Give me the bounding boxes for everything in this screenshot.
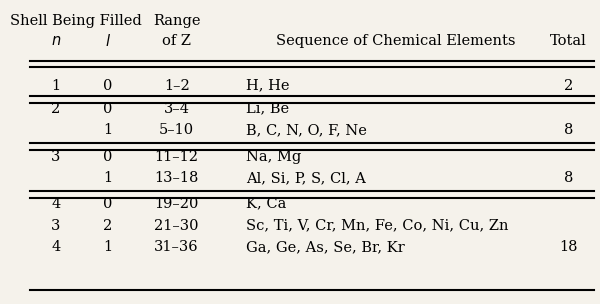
Text: 2: 2 — [563, 79, 573, 93]
Text: Na, Mg: Na, Mg — [246, 150, 301, 164]
Text: 3: 3 — [51, 219, 61, 233]
Text: 13–18: 13–18 — [154, 171, 199, 185]
Text: Ga, Ge, As, Se, Br, Kr: Ga, Ge, As, Se, Br, Kr — [246, 240, 404, 254]
Text: 1: 1 — [103, 240, 112, 254]
Text: $n$: $n$ — [50, 34, 61, 48]
Text: Li, Be: Li, Be — [246, 102, 289, 116]
Text: Sequence of Chemical Elements: Sequence of Chemical Elements — [276, 34, 515, 48]
Text: 1: 1 — [103, 171, 112, 185]
Text: Shell Being Filled: Shell Being Filled — [10, 14, 142, 28]
Text: 0: 0 — [103, 150, 112, 164]
Text: 0: 0 — [103, 102, 112, 116]
Text: 2: 2 — [51, 102, 61, 116]
Text: H, He: H, He — [246, 79, 289, 93]
Text: 3: 3 — [51, 150, 61, 164]
Text: 0: 0 — [103, 197, 112, 211]
Text: 3–4: 3–4 — [164, 102, 190, 116]
Text: 8: 8 — [563, 123, 573, 137]
Text: 1–2: 1–2 — [164, 79, 190, 93]
Text: of Z: of Z — [162, 34, 191, 48]
Text: Range: Range — [153, 14, 200, 28]
Text: 4: 4 — [51, 197, 61, 211]
Text: B, C, N, O, F, Ne: B, C, N, O, F, Ne — [246, 123, 367, 137]
Text: 18: 18 — [559, 240, 578, 254]
Text: 1: 1 — [103, 123, 112, 137]
Text: 2: 2 — [103, 219, 112, 233]
Text: 11–12: 11–12 — [155, 150, 199, 164]
Text: 31–36: 31–36 — [154, 240, 199, 254]
Text: 8: 8 — [563, 171, 573, 185]
Text: $l$: $l$ — [104, 33, 110, 49]
Text: 19–20: 19–20 — [154, 197, 199, 211]
Text: 4: 4 — [51, 240, 61, 254]
Text: Al, Si, P, S, Cl, A: Al, Si, P, S, Cl, A — [246, 171, 365, 185]
Text: Total: Total — [550, 34, 587, 48]
Text: K, Ca: K, Ca — [246, 197, 286, 211]
Text: 21–30: 21–30 — [154, 219, 199, 233]
Text: 5–10: 5–10 — [159, 123, 194, 137]
Text: 1: 1 — [51, 79, 60, 93]
Text: 0: 0 — [103, 79, 112, 93]
Text: Sc, Ti, V, Cr, Mn, Fe, Co, Ni, Cu, Zn: Sc, Ti, V, Cr, Mn, Fe, Co, Ni, Cu, Zn — [246, 219, 508, 233]
